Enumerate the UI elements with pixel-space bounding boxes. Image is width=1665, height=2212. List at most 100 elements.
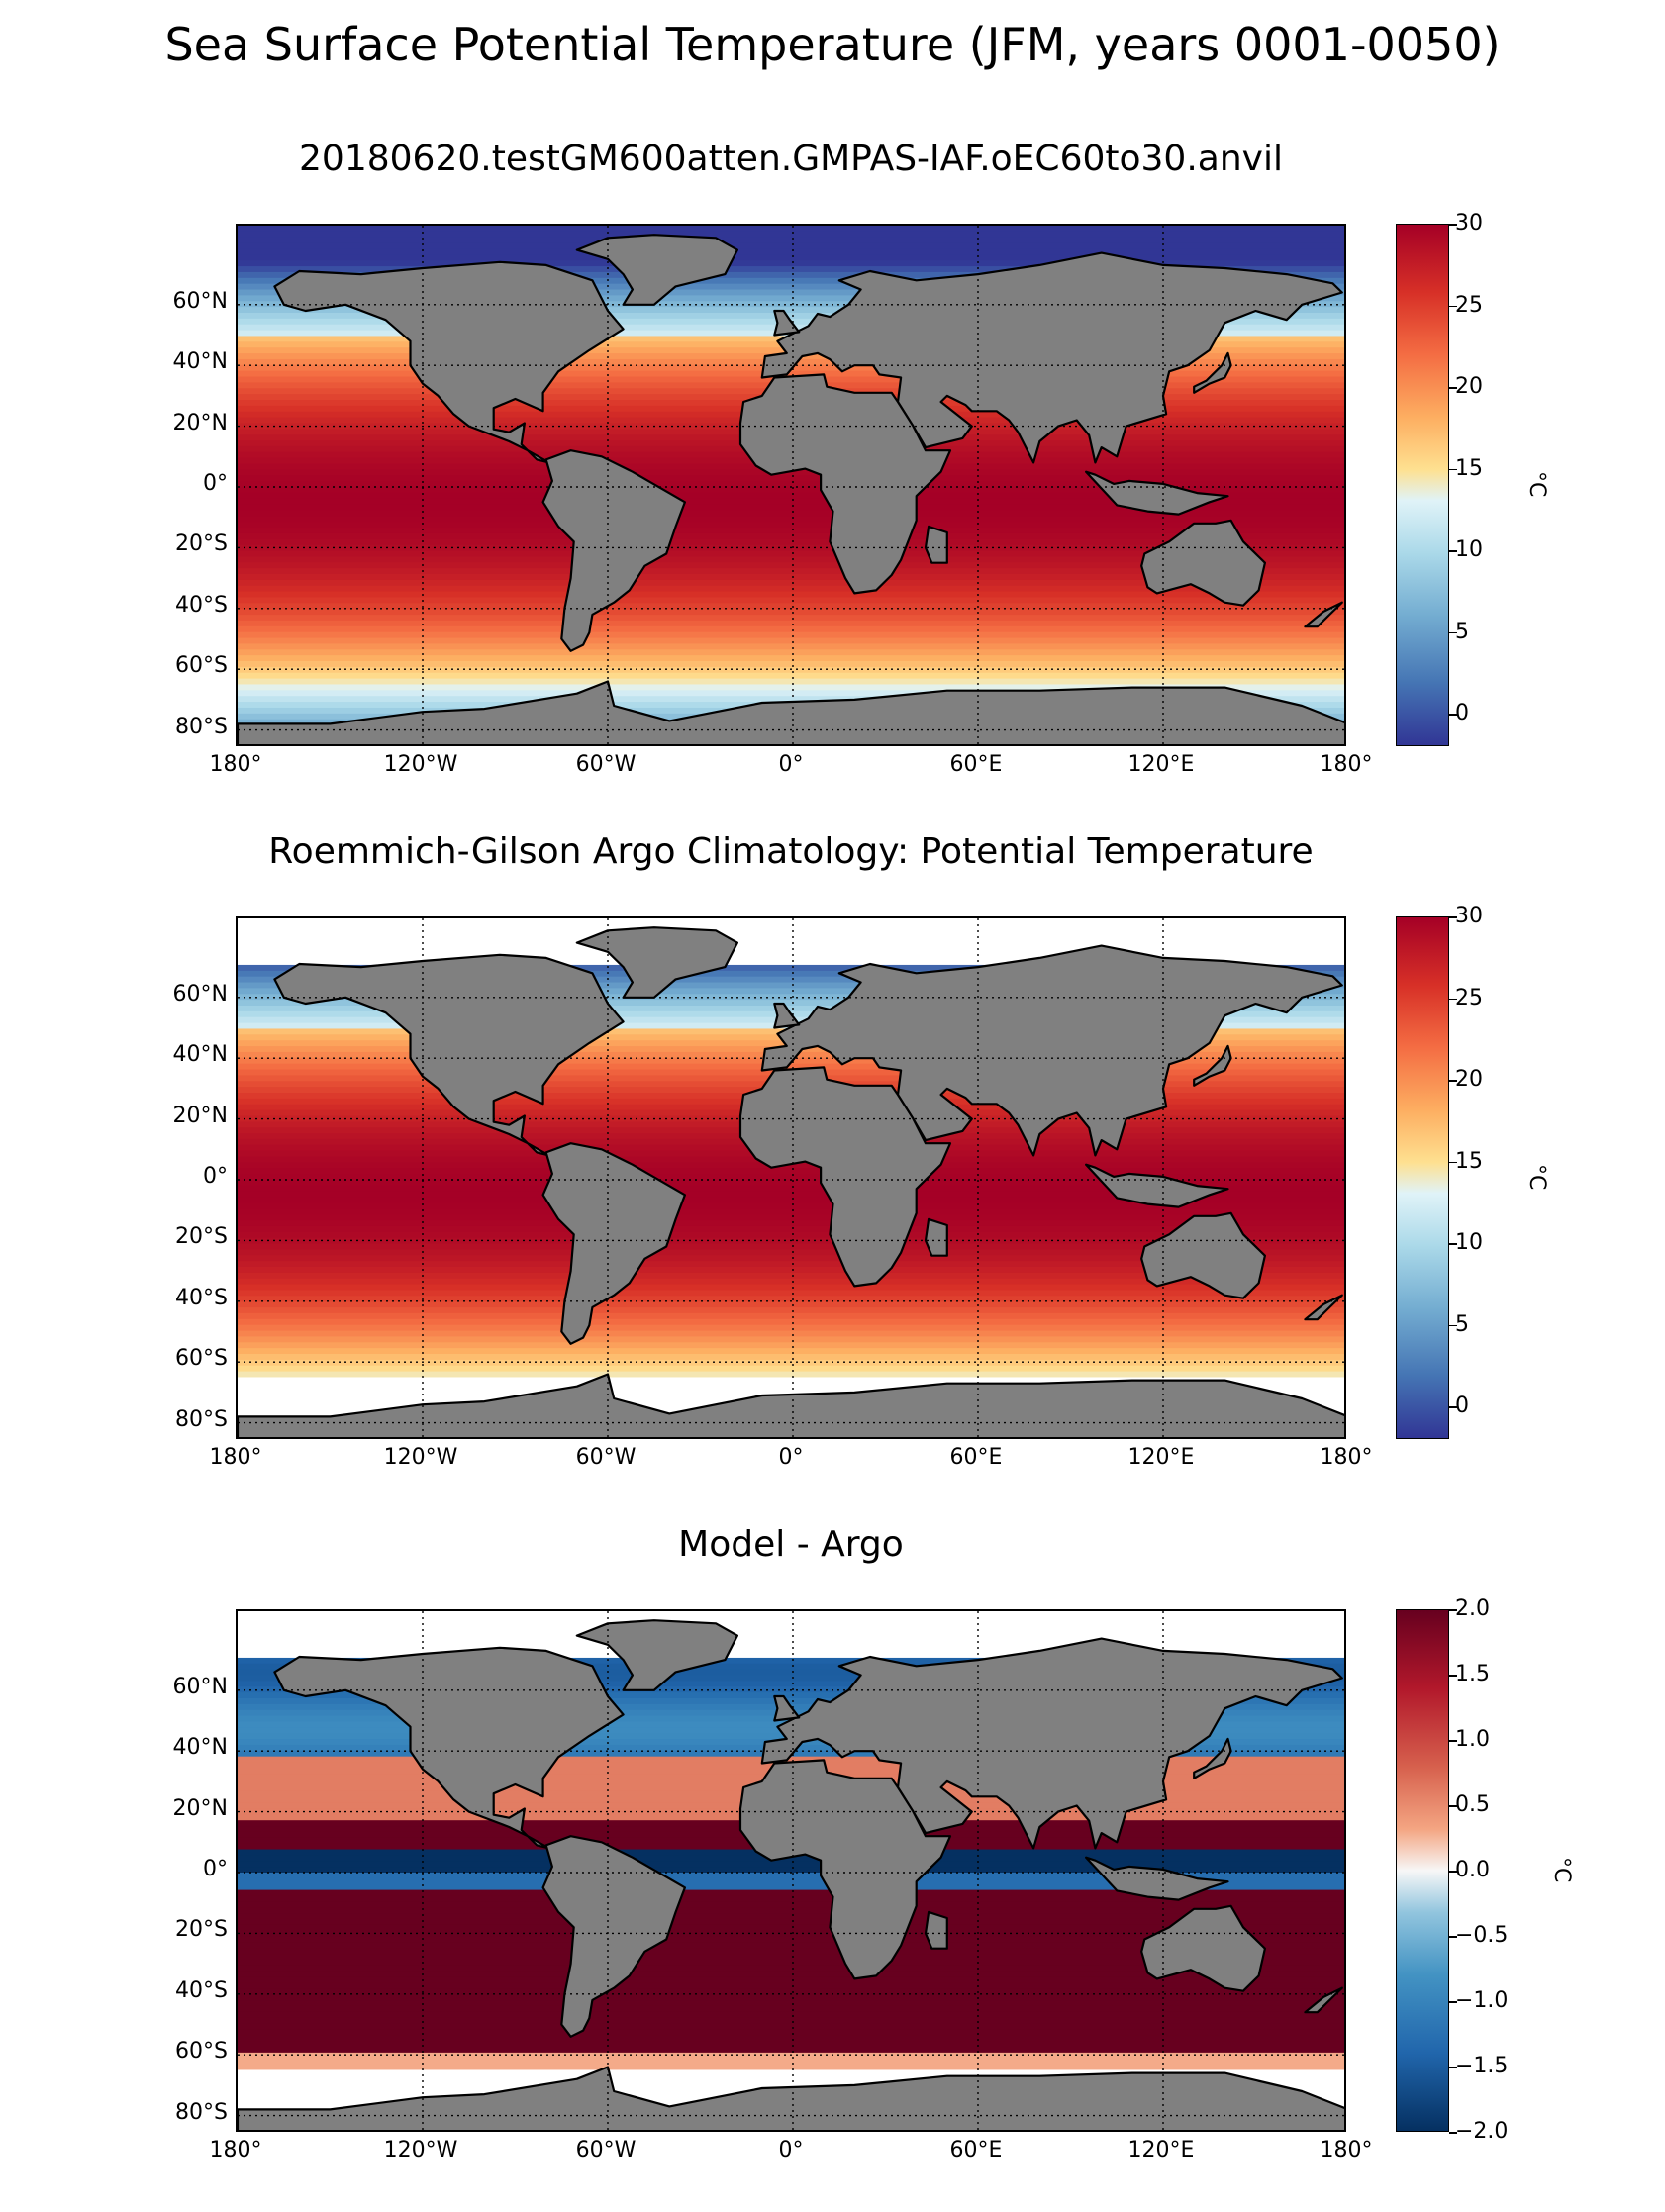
field-band [238,260,1344,267]
field-band [238,522,1344,529]
colorbar-tick-mark [1449,714,1457,716]
colorbar-tick-label: −2.0 [1455,2119,1509,2144]
field-band [238,1988,1344,1995]
lat-tick-label: 60°S [175,1346,228,1372]
colorbar-tick-label: 15 [1455,1148,1483,1174]
colorbar-tick-mark [1449,2067,1457,2068]
land-north-america [273,953,625,1157]
lon-tick-label: 120°E [1127,2138,1195,2163]
colorbar-tick-label: 10 [1455,1230,1483,1255]
field-band [238,649,1344,656]
field-band [238,1162,1344,1170]
panel-3-title: Model - Argo [678,1524,904,1565]
field-band [238,941,1344,949]
figure-suptitle: Sea Surface Potential Temperature (JFM, … [164,18,1501,71]
field-band [238,615,1344,622]
colorbar-tick-label: 20 [1455,1067,1483,1092]
lat-tick-label: 60°N [172,981,228,1007]
lat-tick-label: 20°N [172,1795,228,1821]
land-eurasia [760,251,1343,464]
colorbar-tick-mark [1449,305,1457,307]
field-band [238,1389,1344,1395]
lat-tick-label: 80°S [175,1406,228,1432]
colorbar-tick-mark [1449,387,1457,389]
lat-tick-label: 0° [203,1857,228,1881]
colorbar-tick-label: 0 [1455,1394,1469,1418]
colorbar-tick-mark [1449,468,1457,470]
land-north-america [273,260,625,464]
field-band [238,1883,1344,1891]
field-band [238,603,1344,610]
field-band [238,1336,1344,1344]
field-band [238,1220,1344,1227]
land-newzealand [1304,1294,1343,1321]
land-uk [773,309,801,337]
colorbar-tick-mark [1449,1243,1457,1245]
land-eurasia [760,1637,1343,1850]
land-japan [1193,1737,1232,1779]
colorbar-unit-label: °C [1524,1164,1549,1191]
field-band [238,1168,1344,1175]
field-band [238,2041,1344,2048]
colorbar-tick-label: −1.0 [1455,1988,1509,2013]
field-band [238,532,1344,540]
field-band [238,226,1344,233]
field-band [238,231,1344,239]
field-band [238,591,1344,599]
field-band [238,2081,1344,2088]
field-band [238,1616,1344,1624]
field-band [238,1971,1344,1978]
field-band [238,970,1344,978]
panel-2-title: Roemmich-Gilson Argo Climatology: Potent… [268,831,1314,872]
land-newzealand [1304,601,1343,628]
field-band [238,935,1344,943]
field-band [238,1191,1344,1199]
field-band [238,1756,1344,1764]
field-band [238,2075,1344,2082]
field-band [238,964,1344,972]
lat-tick-label: 20°S [175,1224,228,1250]
panel-1-map-svg [238,226,1344,744]
field-band [238,487,1344,494]
field-band [238,1877,1344,1885]
land-greenland [575,926,738,999]
colorbar-unit-label: °C [1549,1857,1574,1883]
field-band [238,469,1344,477]
field-band [238,1342,1344,1349]
land-india-madagascar [924,525,948,564]
colorbar-tick-mark [1449,1080,1457,1082]
lat-tick-label: 60°S [175,2039,228,2065]
field-band [238,1657,1344,1665]
field-band [238,666,1344,674]
field-band [238,1918,1344,1926]
field-band [238,1231,1344,1239]
colorbar-tick-label: 0.5 [1455,1792,1490,1817]
field-band [238,538,1344,546]
field-band [238,510,1344,518]
field-band [238,1669,1344,1677]
colorbar-tick-mark [1449,1936,1457,1938]
colorbar-tick-mark [1449,1871,1457,1873]
field-band [238,2029,1344,2037]
land-indonesia [1084,1163,1229,1208]
field-band [238,550,1344,558]
field-band [238,1634,1344,1642]
lon-tick-label: 60°W [575,752,637,777]
field-band [238,655,1344,662]
field-band [238,1873,1344,1879]
lat-tick-label: 60°N [172,1674,228,1699]
field-band [238,2047,1344,2054]
field-band [238,254,1344,261]
field-band [238,1942,1344,1950]
field-band [238,597,1344,605]
field-band [238,2035,1344,2042]
lat-tick-label: 80°S [175,714,228,739]
colorbar-tick-label: 0.0 [1455,1858,1490,1882]
lon-tick-label: 60°E [949,752,1003,777]
lat-tick-label: 60°N [172,288,228,314]
field-band [238,1318,1344,1326]
colorbar-tick-label: 30 [1455,211,1483,236]
land-greenland [575,1619,738,1691]
colorbar-tick-mark [1449,1805,1457,1807]
field-band [238,1681,1344,1688]
